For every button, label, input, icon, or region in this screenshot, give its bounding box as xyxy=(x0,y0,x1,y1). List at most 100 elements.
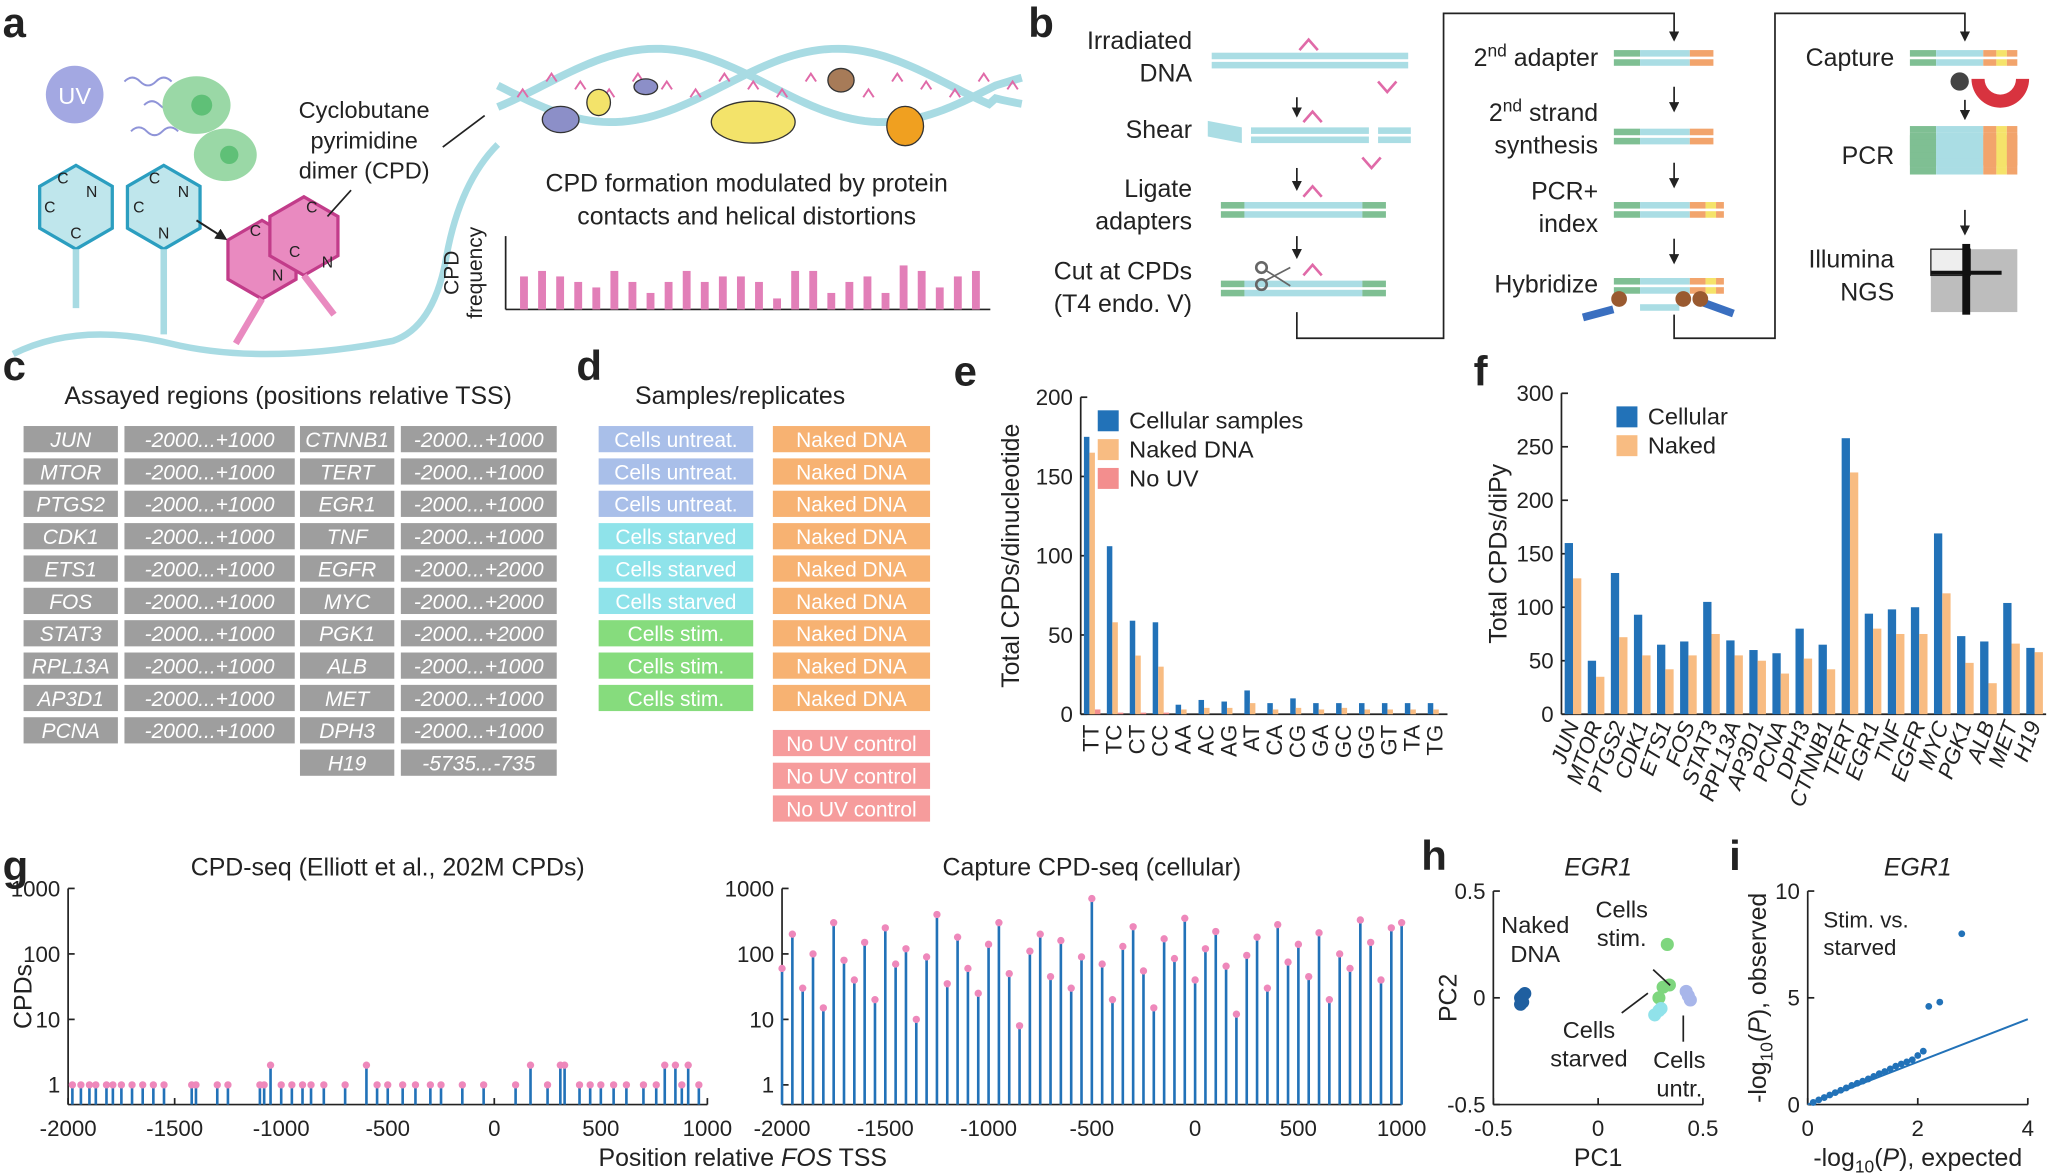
y-tick-label: 100 xyxy=(1036,544,1073,569)
gene-name: H19 xyxy=(328,753,367,776)
ring-atom: C xyxy=(306,200,317,217)
protein xyxy=(827,67,855,93)
point xyxy=(102,1081,111,1089)
sample-cell xyxy=(772,555,931,582)
x-tick-label: CT xyxy=(1125,724,1150,754)
bar xyxy=(1610,573,1620,715)
sample-cell xyxy=(772,587,931,615)
point xyxy=(1387,924,1395,932)
point xyxy=(384,1081,392,1089)
control-name: No UV control xyxy=(786,798,916,821)
point xyxy=(695,1081,703,1089)
scissors xyxy=(1254,278,1269,292)
cpd-mark xyxy=(891,71,904,83)
dna-segment xyxy=(1909,158,1937,166)
bead xyxy=(1950,72,1969,91)
dna-segment xyxy=(1640,59,1690,66)
bar xyxy=(1734,655,1743,715)
frequency-bar xyxy=(718,276,727,310)
x-tick-label: 500 xyxy=(582,1116,619,1141)
bar xyxy=(1295,707,1302,715)
ring-link xyxy=(232,297,265,346)
control-cell xyxy=(772,795,931,822)
sample-name: Cells stim. xyxy=(628,655,725,678)
point xyxy=(1660,937,1674,951)
dna-segment xyxy=(1613,287,1641,294)
nucleus xyxy=(220,145,239,165)
text-segment: nd xyxy=(1487,41,1506,61)
cpd-mark xyxy=(977,71,990,83)
point xyxy=(139,1081,147,1089)
region-range: -2000...+2000 xyxy=(414,591,544,614)
text-segment: ), expected xyxy=(1899,1144,2022,1172)
gene-cell xyxy=(299,426,395,453)
bar xyxy=(1772,653,1781,715)
gene-name: PGK1 xyxy=(319,623,375,646)
panel-label: e xyxy=(954,347,977,394)
bar xyxy=(1163,712,1170,715)
point xyxy=(1842,1084,1850,1092)
x-tick-label: -2000 xyxy=(40,1116,97,1141)
y-tick-label: 10 xyxy=(749,1007,774,1032)
dna-segment xyxy=(1983,167,1997,175)
point xyxy=(1864,1075,1872,1083)
point xyxy=(684,1061,692,1069)
frequency-bar xyxy=(592,287,601,310)
frequency-bar xyxy=(682,270,691,310)
bar xyxy=(1780,673,1790,715)
sample-name: Cells untreat. xyxy=(614,429,737,452)
bar xyxy=(1933,533,1943,715)
point xyxy=(1181,914,1189,922)
dna-segment xyxy=(1983,59,1997,66)
frequency-bar xyxy=(863,276,872,310)
dna-segment xyxy=(1936,167,1984,175)
y-tick-label: 100 xyxy=(1516,595,1553,620)
dna-segment xyxy=(1689,211,1706,218)
cpd-label: pyrimidine xyxy=(310,127,417,153)
dna-segment xyxy=(1640,211,1690,218)
group-label-line: Cells xyxy=(1596,896,1648,922)
frequency-bar xyxy=(917,270,926,310)
frequency-bar xyxy=(935,287,944,310)
dna-segment xyxy=(1909,145,1937,153)
leader xyxy=(442,114,486,148)
range-cell xyxy=(400,749,557,776)
bar xyxy=(1910,607,1920,715)
point xyxy=(1356,916,1365,924)
bar xyxy=(1711,633,1720,715)
y-tick-label: 150 xyxy=(1516,542,1553,567)
x-axis-label: -log10(P), expected xyxy=(1813,1144,2022,1173)
dna-segment xyxy=(1936,152,1984,159)
x-tick-label: CC xyxy=(1147,725,1172,757)
bar xyxy=(1587,660,1597,715)
x-tick-label: 0 xyxy=(488,1116,500,1141)
nucleus xyxy=(191,94,213,116)
point xyxy=(1346,964,1354,973)
point xyxy=(1366,938,1375,947)
protein xyxy=(541,105,580,134)
point xyxy=(622,1081,631,1089)
frequency-bar xyxy=(538,270,546,310)
bar xyxy=(1749,650,1758,715)
dna-segment xyxy=(1983,152,1997,159)
point xyxy=(149,1081,158,1089)
point xyxy=(1294,940,1303,949)
x-tick-label: 0 xyxy=(1592,1116,1604,1141)
bar xyxy=(1226,707,1233,715)
point xyxy=(1892,1062,1900,1070)
point xyxy=(128,1081,136,1089)
dna-segment xyxy=(2006,132,2018,140)
bar xyxy=(1572,578,1582,715)
point xyxy=(1908,1056,1916,1064)
frequency-bar xyxy=(520,276,528,310)
dna-segment xyxy=(1689,59,1714,66)
range-cell xyxy=(124,620,295,647)
panel-title: Assayed regions (positions relative TSS) xyxy=(64,382,512,410)
region-range: -2000...+1000 xyxy=(414,494,544,517)
point xyxy=(1516,989,1530,1003)
step-label: PCR xyxy=(1842,142,1895,170)
x-tick-label: GA xyxy=(1308,725,1333,757)
text-segment: 10 xyxy=(1756,1042,1776,1061)
region-range: -2000...+1000 xyxy=(145,494,275,517)
point xyxy=(1397,919,1406,927)
